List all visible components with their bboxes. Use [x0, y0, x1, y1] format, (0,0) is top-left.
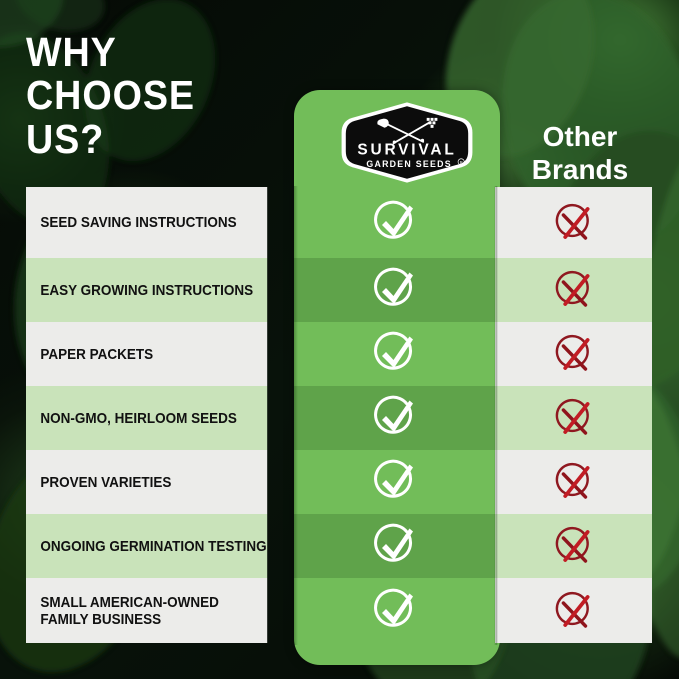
svg-text:GARDEN SEEDS: GARDEN SEEDS	[366, 159, 451, 169]
svg-text:R: R	[460, 160, 463, 165]
svg-text:SURVIVAL: SURVIVAL	[357, 141, 456, 158]
